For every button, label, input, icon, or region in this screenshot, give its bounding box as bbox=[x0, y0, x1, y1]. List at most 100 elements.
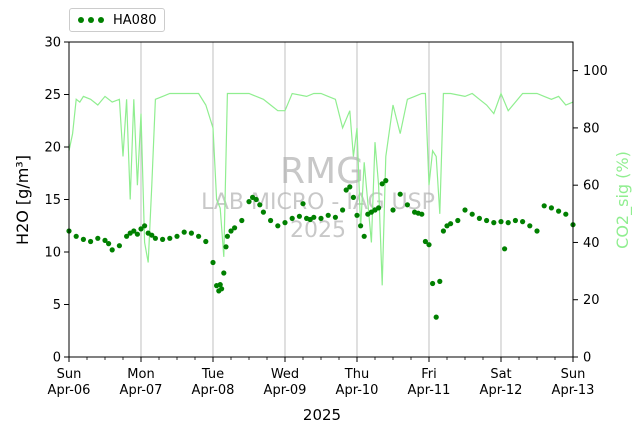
h2o-point bbox=[527, 223, 533, 229]
h2o-point bbox=[152, 235, 158, 241]
h2o-point bbox=[347, 184, 353, 190]
h2o-point bbox=[223, 244, 229, 250]
h2o-point bbox=[505, 220, 511, 226]
h2o-point bbox=[462, 207, 468, 213]
watermark-line-3: 2025 bbox=[290, 218, 346, 243]
h2o-point bbox=[134, 231, 140, 237]
x-tick-label: Sun bbox=[57, 367, 82, 382]
co2-sig-line bbox=[68, 91, 574, 286]
y-left-tick-label: 10 bbox=[44, 246, 61, 261]
h2o-point bbox=[109, 247, 115, 253]
y-left-tick-label: 15 bbox=[44, 193, 61, 208]
h2o-point bbox=[203, 238, 209, 245]
h2o-point bbox=[354, 212, 360, 218]
h2o-point bbox=[325, 212, 331, 218]
h2o-point bbox=[379, 181, 385, 187]
h2o-point bbox=[102, 237, 108, 243]
x-axis-label: 2025 bbox=[303, 406, 341, 424]
h2o-point bbox=[88, 238, 94, 245]
h2o-point bbox=[419, 211, 425, 217]
h2o-point bbox=[221, 270, 227, 276]
y-left-tick-label: 5 bbox=[53, 298, 61, 313]
h2o-series bbox=[66, 178, 576, 320]
y-left-tick-label: 25 bbox=[44, 88, 61, 103]
h2o-point bbox=[138, 226, 144, 232]
h2o-point bbox=[350, 194, 356, 200]
x-tick-label: Wed bbox=[271, 367, 299, 382]
h2o-point bbox=[188, 230, 194, 236]
h2o-point bbox=[219, 286, 225, 292]
y-left-tick-label: 20 bbox=[44, 141, 61, 156]
h2o-point bbox=[498, 219, 504, 225]
h2o-point bbox=[116, 243, 122, 249]
y-left-tick-label: 30 bbox=[44, 36, 61, 51]
chart-legend: HA080 bbox=[69, 8, 165, 32]
h2o-point bbox=[124, 233, 130, 239]
h2o-point bbox=[232, 225, 238, 231]
h2o-point bbox=[300, 201, 306, 207]
h2o-point bbox=[426, 242, 432, 248]
h2o-point bbox=[257, 202, 263, 208]
h2o-point bbox=[484, 217, 490, 224]
h2o-point bbox=[181, 229, 187, 235]
h2o-point bbox=[433, 314, 439, 320]
h2o-point bbox=[502, 246, 508, 252]
h2o-point bbox=[149, 232, 155, 238]
x-tick-label: Fri bbox=[421, 367, 437, 382]
h2o-point bbox=[311, 214, 317, 220]
h2o-point bbox=[131, 228, 137, 234]
h2o-point bbox=[318, 215, 324, 221]
h2o-point bbox=[73, 233, 79, 239]
co2-series bbox=[68, 91, 574, 286]
h2o-point bbox=[437, 278, 443, 284]
x-tick-label: Sat bbox=[490, 367, 511, 382]
x-tick-label: Thu bbox=[344, 367, 369, 382]
h2o-point bbox=[404, 202, 410, 208]
y-right-tick-label: 40 bbox=[583, 236, 600, 251]
h2o-point bbox=[422, 238, 428, 245]
y-axis-left-label: H2O [g/m³] bbox=[13, 155, 32, 245]
y-right-tick-label: 80 bbox=[583, 121, 600, 136]
h2o-point bbox=[340, 207, 346, 213]
h2o-point bbox=[541, 203, 547, 209]
h2o-point bbox=[253, 196, 259, 203]
h2o-point bbox=[142, 223, 148, 229]
y-left-tick-label: 0 bbox=[53, 351, 61, 366]
x-tick-label: Apr-08 bbox=[192, 383, 235, 398]
x-tick-label: Mon bbox=[127, 367, 154, 382]
h2o-point bbox=[520, 219, 526, 225]
legend-label-ha080: HA080 bbox=[113, 12, 157, 28]
y-axis-left: 0 5 10 15 20 25 30 bbox=[44, 36, 69, 366]
h2o-point bbox=[95, 235, 101, 241]
h2o-point bbox=[289, 215, 295, 221]
h2o-point bbox=[556, 208, 562, 214]
h2o-point bbox=[476, 215, 482, 221]
h2o-point bbox=[246, 199, 252, 205]
h2o-point bbox=[332, 214, 338, 220]
h2o-point bbox=[383, 178, 389, 184]
h2o-point bbox=[228, 228, 234, 234]
y-right-tick-label: 100 bbox=[583, 64, 608, 79]
x-axis: SunApr-06MonApr-07TueApr-08WedApr-09ThuA… bbox=[48, 357, 595, 398]
x-tick-label: Apr-06 bbox=[48, 383, 91, 398]
h2o-point bbox=[106, 241, 112, 247]
h2o-point bbox=[390, 207, 396, 213]
x-tick-label: Apr-12 bbox=[480, 383, 523, 398]
h2o-point bbox=[210, 259, 216, 266]
h2o-point bbox=[376, 205, 382, 211]
h2o-point bbox=[455, 217, 461, 224]
h2o-point bbox=[268, 217, 274, 224]
h2o-point bbox=[397, 191, 403, 197]
x-tick-label: Apr-10 bbox=[336, 383, 379, 398]
x-tick-label: Sun bbox=[561, 367, 586, 382]
y-right-tick-label: 60 bbox=[583, 179, 600, 194]
h2o-point bbox=[239, 217, 245, 224]
h2o-point bbox=[343, 187, 349, 193]
h2o-point bbox=[224, 233, 230, 239]
h2o-point bbox=[469, 211, 475, 217]
x-tick-label: Apr-13 bbox=[552, 383, 595, 398]
h2o-point bbox=[491, 220, 497, 226]
x-tick-label: Tue bbox=[201, 367, 224, 382]
h2o-point bbox=[430, 280, 436, 287]
